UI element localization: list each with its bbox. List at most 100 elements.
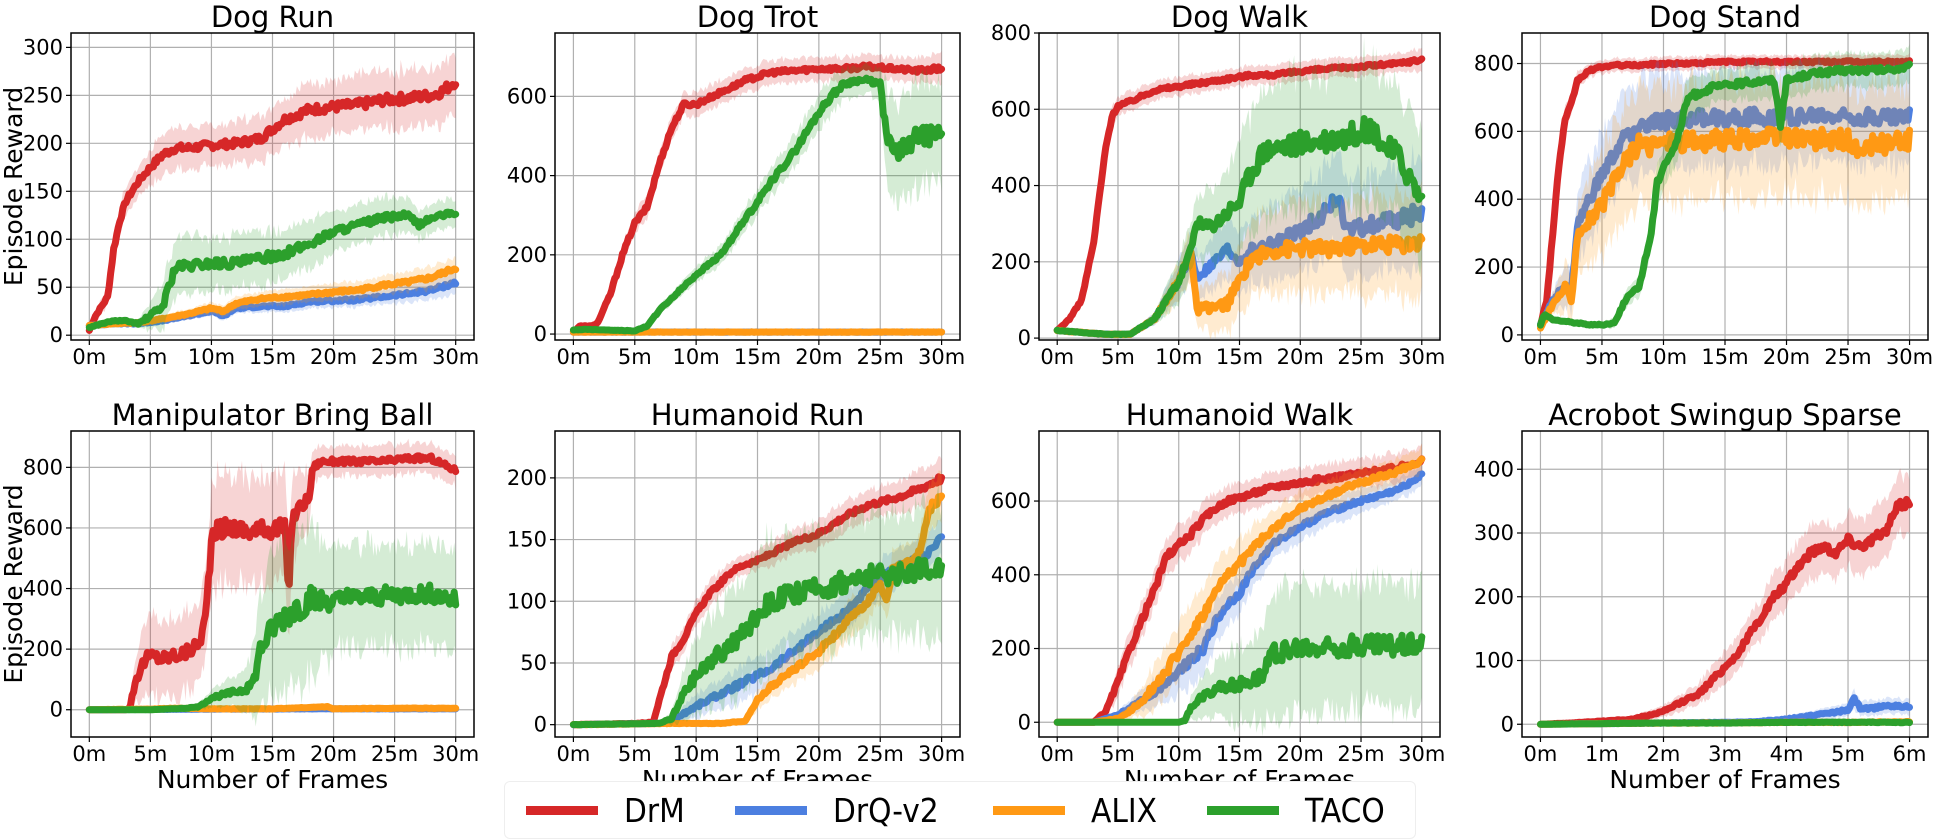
x-tick-label: 30m — [918, 345, 965, 369]
x-tick-label: 25m — [857, 345, 904, 369]
y-tick-label: 200 — [991, 250, 1031, 274]
y-axis-label: Episode Reward — [0, 484, 28, 683]
legend-label-taco: TACO — [1305, 791, 1385, 830]
y-tick-label: 0 — [50, 323, 63, 347]
chart-title: Humanoid Walk — [1126, 398, 1354, 432]
x-tick-label: 30m — [432, 345, 479, 369]
x-tick-label: 25m — [1824, 345, 1871, 369]
x-tick-label: 20m — [310, 742, 357, 766]
x-tick-label: 1m — [1585, 742, 1619, 766]
x-tick-label: 0m — [1040, 345, 1074, 369]
chart-title: Acrobot Swingup Sparse — [1548, 398, 1901, 432]
y-tick-label: 150 — [507, 528, 547, 552]
y-tick-label: 600 — [991, 489, 1031, 513]
x-tick-label: 20m — [795, 742, 842, 766]
y-tick-label: 100 — [507, 589, 547, 613]
x-tick-label: 20m — [1277, 345, 1324, 369]
x-tick-label: 6m — [1893, 742, 1927, 766]
x-tick-label: 5m — [618, 742, 652, 766]
y-tick-label: 0 — [534, 322, 547, 346]
y-tick-label: 200 — [23, 131, 63, 155]
y-tick-label: 400 — [991, 174, 1031, 198]
x-tick-label: 0m — [556, 742, 590, 766]
y-tick-label: 300 — [23, 35, 63, 59]
y-tick-label: 0 — [50, 698, 63, 722]
y-tick-label: 0 — [1501, 323, 1514, 347]
y-tick-label: 200 — [507, 243, 547, 267]
x-tick-label: 25m — [1337, 345, 1384, 369]
x-tick-label: 0m — [72, 345, 106, 369]
x-tick-label: 25m — [371, 742, 418, 766]
y-tick-label: 600 — [1474, 119, 1514, 143]
y-tick-label: 800 — [23, 455, 63, 479]
y-tick-label: 400 — [1474, 457, 1514, 481]
legend-label-alix: ALIX — [1091, 791, 1157, 830]
y-tick-label: 200 — [991, 637, 1031, 661]
y-tick-label: 400 — [991, 563, 1031, 587]
chart-title: Manipulator Bring Ball — [112, 398, 434, 432]
y-tick-label: 400 — [507, 164, 547, 188]
x-axis-label: Number of Frames — [1609, 765, 1840, 794]
y-tick-label: 400 — [1474, 187, 1514, 211]
x-axis-label: Number of Frames — [157, 765, 388, 794]
y-tick-label: 50 — [36, 275, 63, 299]
x-tick-label: 30m — [1398, 742, 1445, 766]
legend-item-taco: TACO — [1207, 791, 1394, 830]
y-tick-label: 300 — [1474, 521, 1514, 545]
x-tick-label: 10m — [188, 742, 235, 766]
x-tick-label: 3m — [1708, 742, 1742, 766]
y-tick-label: 0 — [1018, 326, 1031, 350]
legend-item-drm: DrM — [526, 791, 691, 830]
x-tick-label: 20m — [310, 345, 357, 369]
legend-swatch-drqv2 — [735, 806, 807, 815]
x-tick-label: 25m — [857, 742, 904, 766]
legend: DrM DrQ-v2 ALIX TACO — [504, 781, 1416, 839]
legend-item-drqv2: DrQ-v2 — [735, 791, 950, 830]
y-tick-label: 50 — [520, 651, 547, 675]
x-tick-label: 0m — [72, 742, 106, 766]
x-tick-label: 5m — [1831, 742, 1865, 766]
y-tick-label: 0 — [534, 713, 547, 737]
chart-title: Dog Trot — [697, 0, 819, 34]
legend-swatch-alix — [993, 806, 1065, 815]
x-tick-label: 30m — [1886, 345, 1933, 369]
x-tick-label: 25m — [371, 345, 418, 369]
legend-swatch-drm — [526, 806, 598, 815]
x-tick-label: 2m — [1647, 742, 1681, 766]
y-tick-label: 0 — [1501, 712, 1514, 736]
chart-title: Dog Walk — [1171, 0, 1308, 34]
y-tick-label: 600 — [507, 84, 547, 108]
y-tick-label: 200 — [23, 637, 63, 661]
x-tick-label: 5m — [133, 345, 167, 369]
x-tick-label: 25m — [1337, 742, 1384, 766]
chart-title: Humanoid Run — [651, 398, 865, 432]
y-tick-label: 600 — [23, 516, 63, 540]
x-tick-label: 10m — [673, 742, 720, 766]
legend-label-drm: DrM — [624, 791, 685, 830]
x-tick-label: 5m — [1101, 742, 1135, 766]
x-tick-label: 15m — [1216, 742, 1263, 766]
y-tick-label: 200 — [1474, 585, 1514, 609]
x-tick-label: 30m — [1398, 345, 1445, 369]
y-tick-label: 600 — [991, 97, 1031, 121]
x-tick-label: 5m — [1585, 345, 1619, 369]
y-tick-label: 400 — [23, 577, 63, 601]
x-tick-label: 4m — [1770, 742, 1804, 766]
line-taco — [1541, 722, 1910, 724]
y-tick-label: 150 — [23, 179, 63, 203]
legend-item-alix: ALIX — [993, 791, 1164, 830]
x-tick-label: 10m — [1640, 345, 1687, 369]
x-tick-label: 10m — [673, 345, 720, 369]
x-tick-label: 20m — [795, 345, 842, 369]
y-axis-label: Episode Reward — [0, 87, 28, 286]
x-tick-label: 30m — [918, 742, 965, 766]
x-tick-label: 15m — [734, 742, 781, 766]
x-tick-label: 10m — [188, 345, 235, 369]
